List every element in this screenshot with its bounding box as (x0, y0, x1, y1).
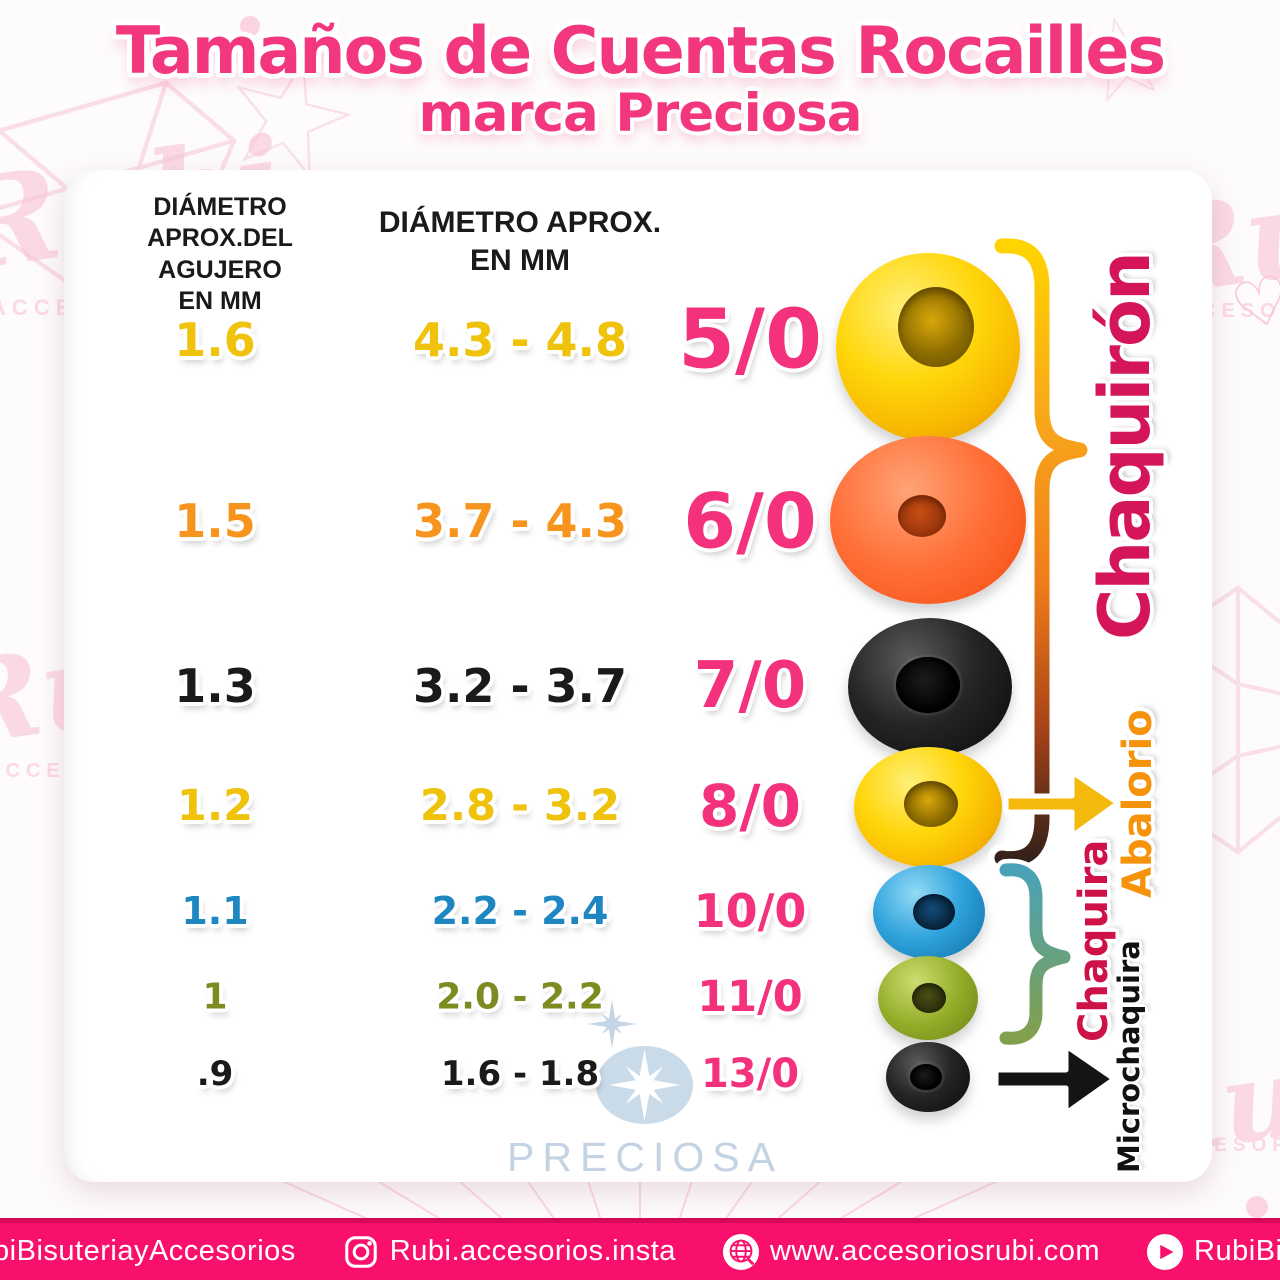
bead-diameter-value: 4.3 - 4.8 (412, 313, 628, 367)
hole-diameter-value: 1.5 (174, 494, 256, 548)
microchaquira-group-label: Microchaquira (1112, 940, 1146, 1173)
bead-size-label: 7/0 (693, 649, 807, 723)
heart-outline-decoration: ♡ (1223, 258, 1280, 349)
instagram-icon (345, 1235, 377, 1268)
website-link[interactable]: www.accesoriosrubi.com (722, 1233, 1100, 1271)
bead-hole (912, 983, 946, 1013)
page-title: Tamaños de Cuentas Rocailles (115, 14, 1166, 89)
header-line: DIÁMETRO (153, 193, 287, 221)
hole-diameter-value: .9 (196, 1054, 234, 1094)
bead-size-label: 11/0 (697, 972, 803, 1022)
youtube-handle-text: RubiBisuteria (1194, 1235, 1280, 1267)
social-footer-bar: f RubiBisuteriayAccesorios Rubi.accesori… (0, 1218, 1280, 1280)
hole-diameter-column-header: DIÁMETRO APROX.DEL AGUJERO EN MM (92, 192, 348, 317)
website-link-text: www.accesoriosrubi.com (769, 1235, 1101, 1267)
bead-size-label: 6/0 (683, 476, 817, 566)
bead-diameter-column-header: DIÁMETRO APROX. EN MM (352, 204, 688, 279)
dot-decoration (1246, 1196, 1268, 1218)
bead-size-label: 8/0 (699, 772, 801, 840)
bead-photo-7-0 (848, 618, 1012, 756)
page-subtitle: marca Preciosa (418, 83, 863, 144)
bead-hole (910, 1064, 942, 1090)
hole-diameter-value: 1.6 (174, 313, 256, 367)
bead-hole (913, 894, 955, 930)
bead-size-label: 13/0 (700, 1051, 800, 1097)
bead-photo-13-0 (886, 1042, 970, 1112)
bead-diameter-value: 3.2 - 3.7 (412, 659, 628, 713)
bead-hole (898, 287, 974, 367)
chaquira-group-label: Chaquira (1071, 839, 1117, 1042)
preciosa-watermark-text: PRECIOSA (507, 1134, 783, 1180)
hole-diameter-value: 1.2 (176, 781, 254, 831)
hole-diameter-value: 1.3 (174, 659, 256, 713)
youtube-handle[interactable]: RubiBisuteria (1146, 1233, 1280, 1271)
facebook-handle-text: RubiBisuteriayAccesorios (0, 1235, 296, 1267)
chaquiron-group-label: Chaquirón (1084, 253, 1166, 640)
bead-photo-6-0 (830, 436, 1026, 604)
bead-diameter-value: 1.6 - 1.8 (440, 1054, 600, 1094)
globe-icon (722, 1233, 759, 1270)
bead-diameter-value: 2.2 - 2.4 (431, 889, 609, 933)
bead-hole (896, 657, 960, 713)
instagram-handle[interactable]: Rubi.accesorios.insta (342, 1233, 676, 1271)
header-line: DIÁMETRO APROX. (378, 206, 662, 239)
header-line: EN MM (470, 243, 570, 277)
bead-diameter-value: 2.0 - 2.2 (436, 976, 604, 1018)
bead-photo-11-0 (878, 956, 978, 1040)
hole-diameter-value: 1.1 (181, 889, 249, 933)
facebook-handle[interactable]: f RubiBisuteriayAccesorios (0, 1233, 296, 1271)
bead-photo-10-0 (873, 865, 985, 959)
bead-photo-8-0 (854, 747, 1002, 867)
bead-photo-5-0 (836, 253, 1020, 441)
hole-diameter-value: 1 (202, 976, 228, 1018)
header-line: APROX.DEL AGUJERO (147, 224, 293, 284)
youtube-icon (1146, 1233, 1184, 1270)
bead-diameter-value: 3.7 - 4.3 (412, 494, 628, 548)
bead-diameter-value: 2.8 - 3.2 (419, 781, 621, 831)
bead-size-label: 10/0 (693, 884, 807, 938)
bead-hole (904, 781, 958, 827)
instagram-handle-text: Rubi.accesorios.insta (389, 1235, 676, 1267)
abalorio-group-label: Abalorio (1115, 709, 1161, 898)
bead-hole (898, 495, 946, 537)
bead-size-label: 5/0 (677, 292, 823, 388)
